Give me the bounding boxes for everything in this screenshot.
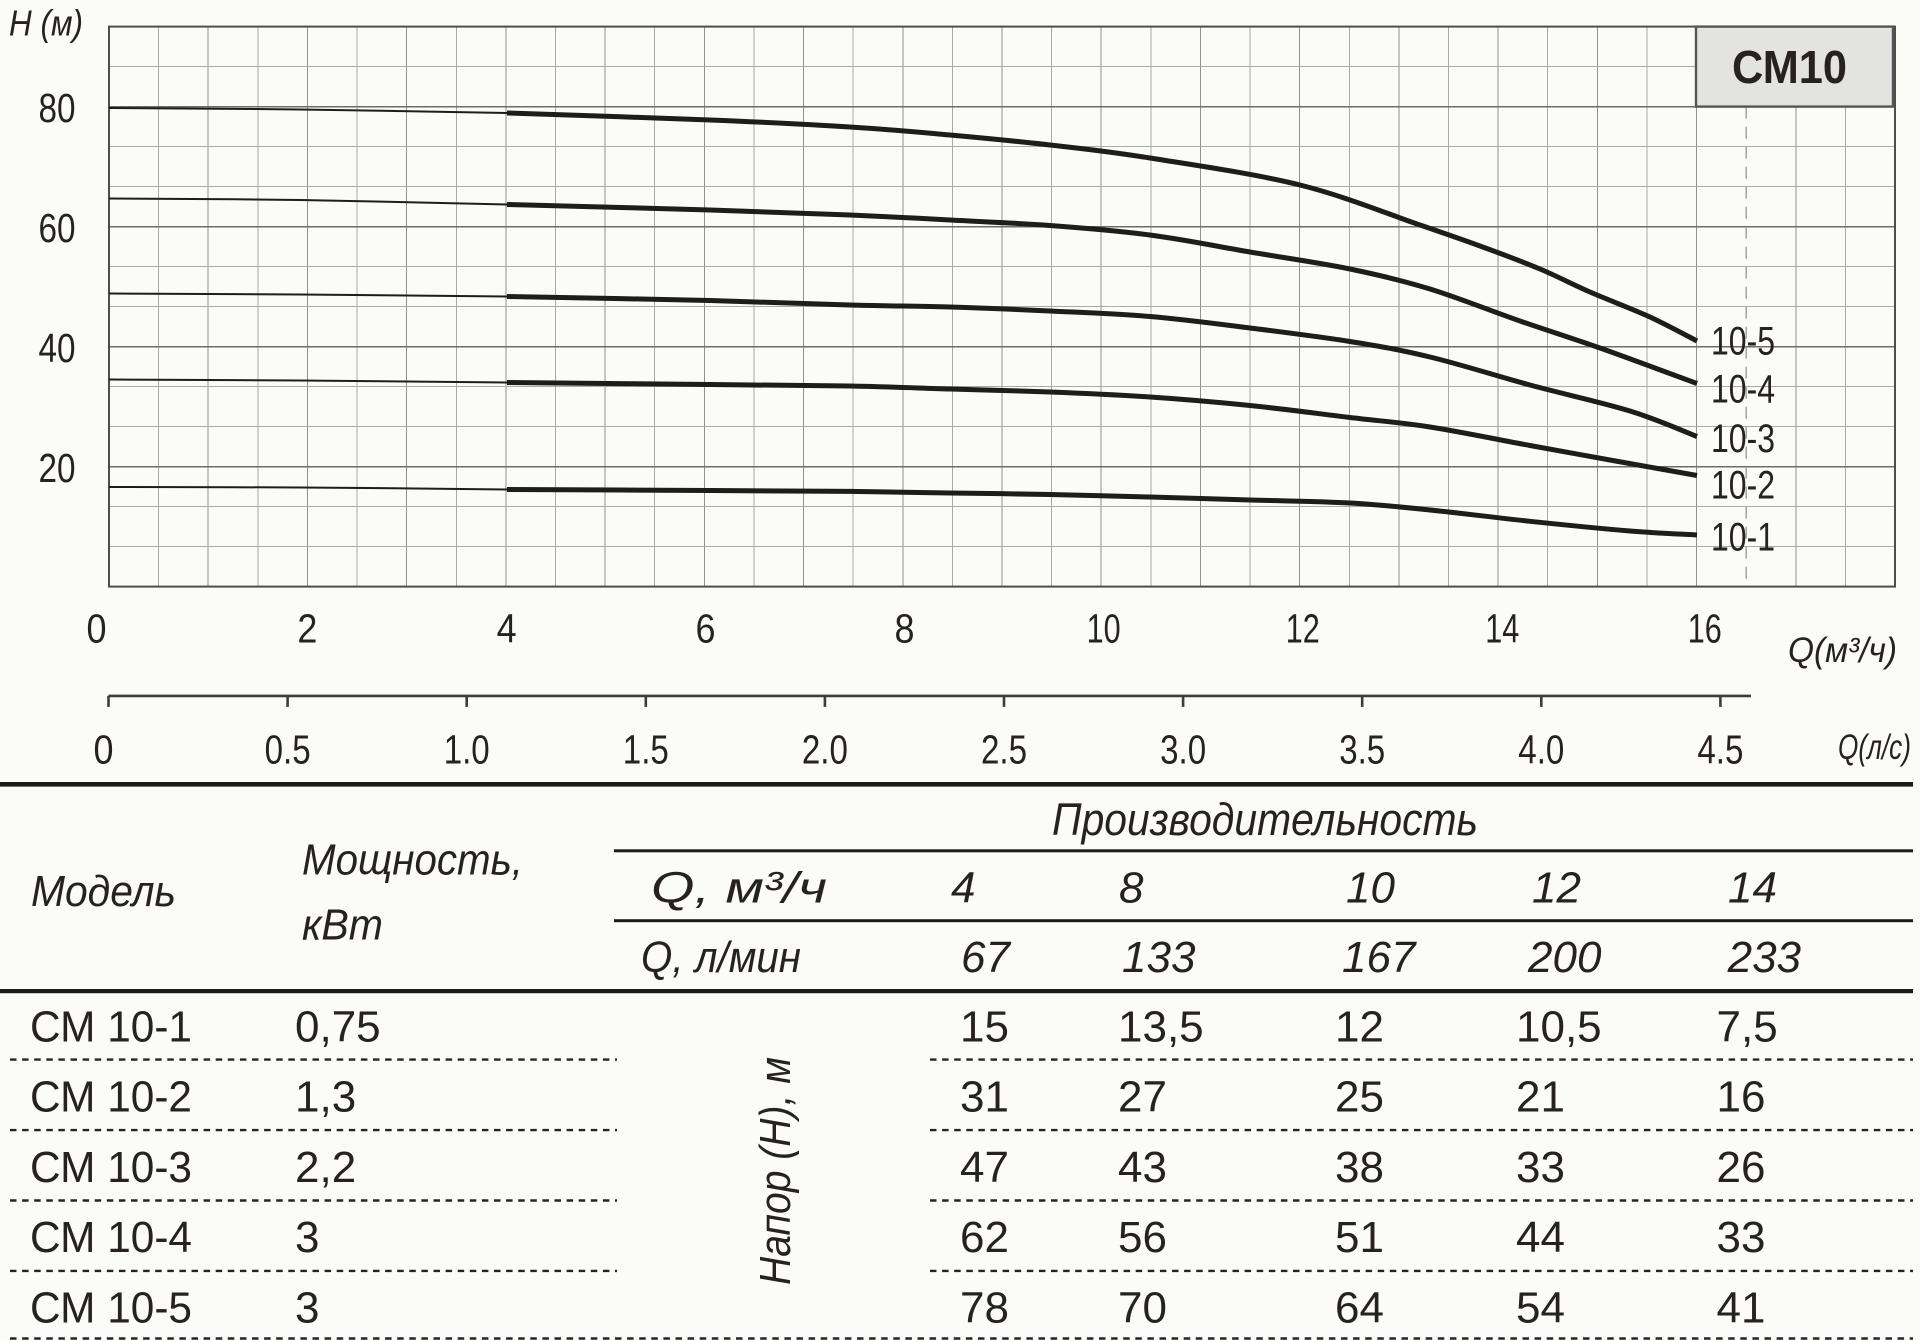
svg-text:4.5: 4.5: [1697, 727, 1743, 773]
svg-text:2,2: 2,2: [295, 1143, 356, 1192]
svg-text:8: 8: [895, 606, 915, 652]
svg-text:0: 0: [87, 606, 107, 652]
svg-text:10: 10: [1346, 863, 1395, 912]
svg-text:62: 62: [960, 1213, 1009, 1262]
svg-text:12: 12: [1335, 1003, 1384, 1052]
svg-text:51: 51: [1335, 1213, 1384, 1262]
svg-text:12: 12: [1286, 606, 1320, 652]
svg-text:Q, л/мин: Q, л/мин: [641, 933, 801, 982]
svg-text:кВт: кВт: [302, 901, 383, 950]
svg-text:Q(м³/ч): Q(м³/ч): [1788, 631, 1897, 670]
svg-text:Модель: Модель: [31, 867, 176, 916]
svg-text:16: 16: [1717, 1073, 1766, 1122]
svg-text:10-5: 10-5: [1711, 320, 1775, 364]
svg-text:2: 2: [297, 606, 317, 652]
svg-text:3: 3: [295, 1283, 319, 1332]
svg-text:44: 44: [1516, 1213, 1565, 1262]
svg-text:Мощность,: Мощность,: [302, 835, 523, 884]
svg-text:10-4: 10-4: [1711, 368, 1775, 412]
svg-text:8: 8: [1119, 863, 1144, 912]
svg-text:70: 70: [1118, 1283, 1167, 1332]
svg-text:4.0: 4.0: [1518, 727, 1564, 773]
svg-text:200: 200: [1527, 933, 1602, 982]
svg-text:47: 47: [960, 1143, 1009, 1192]
svg-text:Q, м³/ч: Q, м³/ч: [651, 863, 827, 912]
svg-text:21: 21: [1516, 1073, 1565, 1122]
svg-text:20: 20: [39, 445, 76, 491]
svg-text:33: 33: [1516, 1143, 1565, 1192]
svg-text:33: 33: [1717, 1213, 1766, 1262]
svg-text:0,75: 0,75: [295, 1003, 381, 1052]
svg-text:14: 14: [1485, 606, 1519, 652]
svg-text:3.5: 3.5: [1339, 727, 1385, 773]
svg-text:56: 56: [1118, 1213, 1167, 1262]
svg-text:43: 43: [1118, 1143, 1167, 1192]
svg-text:1.0: 1.0: [444, 727, 490, 773]
svg-text:10-3: 10-3: [1711, 417, 1775, 461]
svg-text:СМ 10-1: СМ 10-1: [30, 1003, 192, 1052]
svg-text:80: 80: [39, 85, 76, 131]
svg-text:СМ10: СМ10: [1732, 41, 1847, 93]
svg-text:1.5: 1.5: [623, 727, 669, 773]
svg-text:2.0: 2.0: [802, 727, 848, 773]
svg-text:78: 78: [960, 1283, 1009, 1332]
svg-text:10: 10: [1087, 606, 1121, 652]
svg-text:40: 40: [39, 325, 76, 371]
svg-text:Напор (Н), м: Напор (Н), м: [751, 1057, 800, 1285]
svg-text:Н (м): Н (м): [9, 3, 83, 44]
svg-text:10-2: 10-2: [1711, 464, 1775, 508]
svg-text:60: 60: [39, 205, 76, 251]
svg-text:3: 3: [295, 1213, 319, 1262]
svg-text:СМ 10-4: СМ 10-4: [30, 1213, 192, 1262]
svg-text:16: 16: [1688, 606, 1722, 652]
svg-text:Производительность: Производительность: [1052, 794, 1478, 845]
svg-text:4: 4: [497, 606, 517, 652]
svg-text:13,5: 13,5: [1118, 1003, 1204, 1052]
svg-text:14: 14: [1728, 863, 1777, 912]
svg-text:133: 133: [1122, 933, 1196, 982]
svg-text:Q(л/с): Q(л/с): [1838, 728, 1911, 767]
svg-text:38: 38: [1335, 1143, 1384, 1192]
svg-text:27: 27: [1118, 1073, 1167, 1122]
svg-text:2.5: 2.5: [981, 727, 1027, 773]
svg-text:7,5: 7,5: [1717, 1003, 1778, 1052]
svg-text:СМ 10-3: СМ 10-3: [30, 1143, 192, 1192]
svg-text:0.5: 0.5: [265, 727, 311, 773]
svg-text:10-1: 10-1: [1711, 516, 1775, 560]
svg-text:25: 25: [1335, 1073, 1384, 1122]
svg-text:233: 233: [1727, 933, 1802, 982]
svg-text:12: 12: [1532, 863, 1581, 912]
svg-text:31: 31: [960, 1073, 1009, 1122]
svg-text:6: 6: [696, 606, 716, 652]
svg-text:26: 26: [1717, 1143, 1766, 1192]
svg-text:4: 4: [951, 863, 975, 912]
svg-text:СМ 10-2: СМ 10-2: [30, 1073, 192, 1122]
svg-text:1,3: 1,3: [295, 1073, 356, 1122]
svg-text:64: 64: [1335, 1283, 1384, 1332]
svg-text:СМ 10-5: СМ 10-5: [30, 1283, 192, 1332]
svg-text:0: 0: [94, 727, 114, 773]
svg-text:15: 15: [960, 1003, 1009, 1052]
svg-text:54: 54: [1516, 1283, 1565, 1332]
svg-text:167: 167: [1342, 933, 1417, 982]
svg-text:41: 41: [1717, 1283, 1766, 1332]
svg-text:10,5: 10,5: [1516, 1003, 1602, 1052]
svg-text:67: 67: [961, 933, 1011, 982]
svg-text:3.0: 3.0: [1160, 727, 1206, 773]
